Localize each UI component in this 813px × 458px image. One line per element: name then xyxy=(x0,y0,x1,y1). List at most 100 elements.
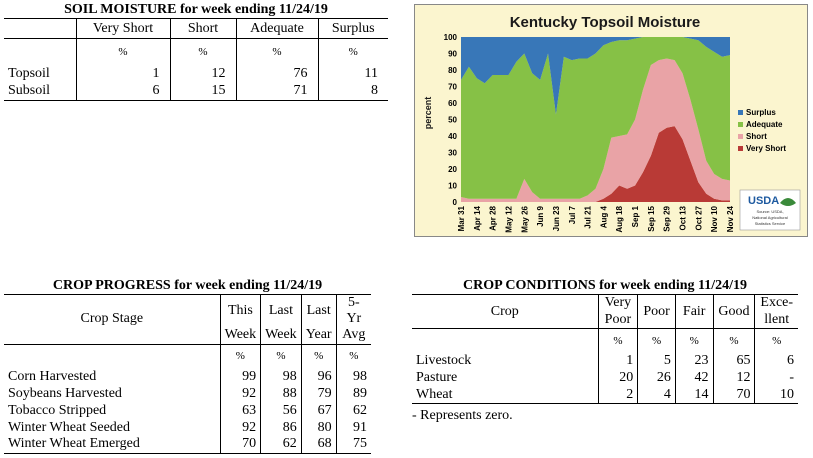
cell: 1 xyxy=(75,64,170,83)
cell: 1 xyxy=(597,352,638,370)
table-row: Soybeans Harvested 92 88 79 89 xyxy=(4,385,371,402)
table-row: Wheat 2 4 14 70 10 xyxy=(412,386,798,404)
x-tick-label: Apr 14 xyxy=(473,205,482,230)
col-header: Very Short xyxy=(75,18,170,39)
chart-svg: Kentucky Topsoil Moisture percent 0 10 20 3… xyxy=(423,14,801,233)
col-header: Year xyxy=(300,327,337,344)
crop-conditions-section: CROP CONDITIONS for week ending 11/24/19… xyxy=(412,278,798,424)
area-series-short xyxy=(461,58,730,203)
x-tick-label: Jun 9 xyxy=(536,205,545,226)
cell: 12 xyxy=(712,369,755,387)
cell: 88 xyxy=(260,385,302,402)
source-line: Statistics Service xyxy=(755,221,786,226)
row-label: Topsoil xyxy=(8,65,50,81)
unit-cell: % xyxy=(219,344,261,368)
cell: 65 xyxy=(712,352,755,370)
cell: 15 xyxy=(169,82,236,101)
y-tick-label: 0 xyxy=(453,198,458,207)
cell: 10 xyxy=(754,386,798,404)
y-tick-label: 60 xyxy=(448,99,457,108)
row-label: Winter Wheat Seeded xyxy=(8,419,131,435)
cell: 71 xyxy=(235,82,318,101)
cell: 14 xyxy=(674,386,714,404)
y-axis-label: percent xyxy=(423,97,433,130)
col-header: Fair xyxy=(674,294,714,329)
area-series-adequate xyxy=(461,37,730,199)
table-row: Topsoil 1 12 76 11 xyxy=(4,64,388,83)
unit-cell: % xyxy=(169,38,236,65)
col-header: Good xyxy=(712,294,755,329)
source-line: Source: USDA, xyxy=(756,209,783,214)
x-tick-label: Mar 31 xyxy=(457,205,466,231)
y-tick-label: 10 xyxy=(448,182,457,191)
table-row: Winter Wheat Seeded 92 86 80 91 xyxy=(4,419,371,436)
cell: 99 xyxy=(219,368,261,385)
legend-swatch xyxy=(738,122,743,127)
legend-label: Surplus xyxy=(746,108,776,117)
table-row: Tobacco Stripped 63 56 67 62 xyxy=(4,402,371,419)
x-tick-label: Jun 23 xyxy=(552,205,561,231)
cell: 89 xyxy=(335,385,371,402)
col-header: Week xyxy=(260,327,302,344)
col-header: llent xyxy=(754,311,798,329)
cell: 6 xyxy=(754,352,798,370)
unit-cell: % xyxy=(317,38,388,65)
col-header: Week xyxy=(219,327,261,344)
row-label: Winter Wheat Emerged xyxy=(8,436,140,452)
cell: 92 xyxy=(219,385,261,402)
cell: 62 xyxy=(260,436,302,453)
y-tick-label: 30 xyxy=(448,149,457,158)
cell: 70 xyxy=(712,386,755,404)
col-header: Very xyxy=(597,294,638,312)
unit-cell: % xyxy=(335,344,371,368)
x-tick-label: Nov 10 xyxy=(710,205,719,232)
y-tick-label: 90 xyxy=(448,50,457,59)
col-header: Exce- xyxy=(754,294,798,312)
crop-progress-section: CROP PROGRESS for week ending 11/24/19 C… xyxy=(4,278,371,454)
x-tick-label: Sep 15 xyxy=(647,205,656,231)
cell: 79 xyxy=(300,385,337,402)
area-series-surplus xyxy=(461,37,730,115)
row-label: Livestock xyxy=(416,353,472,368)
row-label: Wheat xyxy=(416,386,453,402)
cell: 11 xyxy=(317,64,388,83)
y-tick-label: 80 xyxy=(448,66,457,75)
cell: 56 xyxy=(260,402,302,419)
x-tick-label: May 12 xyxy=(504,205,513,232)
table-row: Corn Harvested 99 98 96 98 xyxy=(4,368,371,385)
cell: 92 xyxy=(219,419,261,436)
cell: 62 xyxy=(335,402,371,419)
crop-progress-title: CROP PROGRESS for week ending 11/24/19 xyxy=(52,278,323,293)
x-tick-label: Sep 1 xyxy=(631,205,640,227)
table-row: Livestock 1 5 23 65 6 xyxy=(412,352,798,370)
row-label: Corn Harvested xyxy=(8,368,97,384)
soil-moisture-table: Very Short Short Adequate Surplus % % % … xyxy=(4,18,388,101)
y-tick-label: 40 xyxy=(448,132,457,141)
cell: 76 xyxy=(235,64,318,83)
crop-header: Crop xyxy=(412,294,599,329)
usda-logo: USDA Source: USDA, National Agricultural… xyxy=(739,189,801,231)
cell: 80 xyxy=(300,419,337,436)
unit-cell: % xyxy=(300,344,337,368)
unit-cell: % xyxy=(235,38,318,65)
cell: 2 xyxy=(597,386,638,404)
cell: 12 xyxy=(169,64,236,83)
x-tick-label: May 26 xyxy=(520,205,529,232)
x-tick-label: Jul 21 xyxy=(584,205,593,228)
y-tick-label: 70 xyxy=(448,83,457,92)
cell: 23 xyxy=(674,352,714,370)
cell: 63 xyxy=(219,402,261,419)
col-header: Last xyxy=(300,294,337,327)
crop-progress-table: Crop Stage This Last Last 5-Yr Week Week… xyxy=(4,294,371,454)
cell: 8 xyxy=(317,82,388,101)
x-tick-label: Aug 4 xyxy=(599,205,608,228)
table-row: Pasture 20 26 42 12 - xyxy=(412,369,798,387)
crop-conditions-title: CROP CONDITIONS for week ending 11/24/19 xyxy=(462,278,748,293)
usda-logo-text: USDA xyxy=(748,195,779,207)
cell: 5 xyxy=(637,352,676,370)
cell: 86 xyxy=(260,419,302,436)
cell: - xyxy=(754,369,798,387)
table-row: Winter Wheat Emerged 70 62 68 75 xyxy=(4,436,371,453)
topsoil-moisture-chart: Kentucky Topsoil Moisture percent 0 10 20 3… xyxy=(414,4,808,237)
unit-cell: % xyxy=(597,328,638,353)
